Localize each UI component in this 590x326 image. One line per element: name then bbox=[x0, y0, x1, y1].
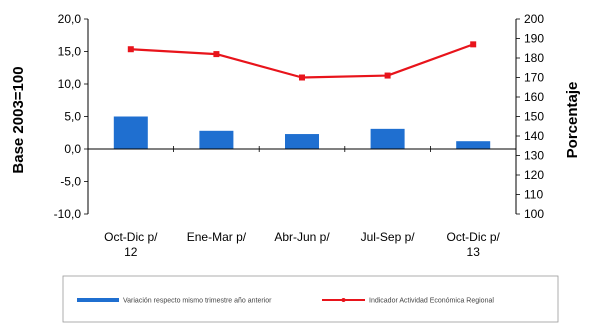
bar bbox=[370, 128, 405, 149]
x-tick-label: Jul-Sep p/ bbox=[361, 230, 416, 244]
legend-bar-swatch bbox=[77, 298, 119, 302]
y-left-axis-ticks: 20,0 15,0 10,0 5,0 0,0 -5,0 -10,0 bbox=[54, 12, 88, 221]
y-right-tick-label: 140 bbox=[524, 129, 544, 143]
y-left-tick-label: 5,0 bbox=[64, 110, 81, 124]
y-right-tick-label: 150 bbox=[524, 110, 544, 124]
y-left-tick-label: 15,0 bbox=[58, 45, 82, 59]
bar bbox=[456, 141, 491, 149]
y-left-tick-label: -10,0 bbox=[54, 207, 82, 221]
bar bbox=[113, 116, 148, 149]
line-point bbox=[127, 46, 134, 53]
bar-series bbox=[113, 116, 491, 149]
y-left-tick-label: -5,0 bbox=[60, 175, 81, 189]
line-series bbox=[127, 41, 477, 81]
y-left-tick-label: 10,0 bbox=[58, 77, 82, 91]
y-right-tick-label: 180 bbox=[524, 51, 544, 65]
line-point bbox=[384, 72, 391, 79]
line-point bbox=[213, 51, 220, 58]
x-axis-labels: Oct-Dic p/12 Ene-Mar p/Abr-Jun p/Jul-Sep … bbox=[104, 230, 500, 259]
series-line bbox=[130, 43, 474, 79]
y-right-tick-label: 190 bbox=[524, 32, 544, 46]
y-right-tick-label: 160 bbox=[524, 90, 544, 104]
y-right-tick-label: 110 bbox=[524, 188, 543, 202]
y-left-tick-label: 0,0 bbox=[64, 142, 81, 156]
legend-line-label: Indicador Actividad Económica Regional bbox=[369, 298, 494, 305]
legend-box bbox=[62, 275, 559, 323]
y-right-axis-ticks: 200 190 180 170 160 150 140 130 120 110 100 bbox=[516, 12, 544, 221]
legend-bar-label: Variación respecto mismo trimestre año a… bbox=[123, 298, 272, 305]
y-right-axis-title: Porcentaje bbox=[564, 82, 581, 159]
x-tick-label: Oct-Dic p/12 bbox=[104, 230, 158, 259]
bar bbox=[285, 134, 319, 149]
legend-line-marker bbox=[341, 298, 346, 302]
line-point bbox=[299, 74, 305, 81]
y-right-tick-label: 130 bbox=[524, 149, 544, 163]
legend: Variación respecto mismo trimestre año a… bbox=[62, 275, 559, 323]
y-right-tick-label: 170 bbox=[524, 71, 544, 85]
x-tick-label: Oct-Dic p/13 bbox=[447, 230, 501, 259]
x-tick-label: Ene-Mar p/ bbox=[187, 230, 247, 244]
axes bbox=[87, 19, 517, 214]
y-right-tick-label: 100 bbox=[524, 207, 544, 221]
line-point bbox=[470, 41, 477, 48]
y-right-tick-label: 120 bbox=[524, 168, 544, 182]
bar bbox=[199, 130, 234, 149]
y-left-tick-label: 20,0 bbox=[58, 12, 82, 26]
y-right-tick-label: 200 bbox=[524, 12, 544, 26]
y-left-axis-title: Base 2003=100 bbox=[10, 66, 27, 173]
x-tick-label: Abr-Jun p/ bbox=[274, 230, 330, 244]
